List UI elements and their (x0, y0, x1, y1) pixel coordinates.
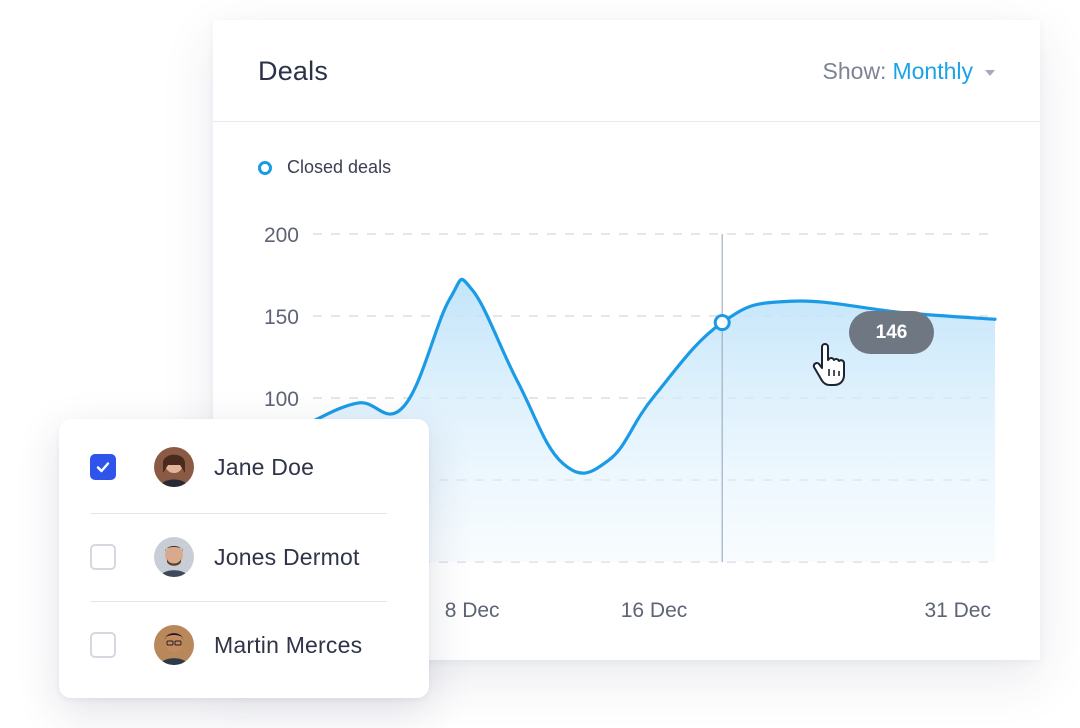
value-tooltip: 146 (849, 311, 934, 354)
avatar (154, 537, 194, 577)
avatar (154, 625, 194, 665)
legend-label: Closed deals (287, 157, 392, 177)
show-period-dropdown[interactable]: Show: Monthly (823, 58, 995, 85)
user-name: Martin Merces (214, 631, 363, 658)
user-row[interactable]: Jane Doe (90, 423, 387, 511)
hover-point[interactable] (713, 314, 731, 332)
x-tick-label: 8 Dec (445, 599, 500, 622)
deals-title: Deals (258, 56, 329, 86)
user-checkbox[interactable] (90, 632, 116, 658)
y-tick-label: 200 (264, 224, 299, 247)
legend-dot-icon (258, 160, 272, 175)
avatar (154, 447, 194, 487)
user-list-card: Jane Doe Jones Dermot (59, 419, 429, 698)
row-divider (90, 513, 387, 514)
deals-chart: 200 150 100 8 Dec 16 Dec 31 Dec (264, 224, 997, 622)
row-divider (90, 601, 387, 602)
chevron-down-icon (985, 70, 995, 76)
y-tick-label: 150 (264, 306, 299, 329)
user-checkbox[interactable] (90, 544, 116, 570)
show-value: Monthly (892, 58, 973, 84)
x-tick-label: 31 Dec (924, 599, 991, 622)
user-row[interactable]: Jones Dermot (90, 513, 387, 601)
checkmark-icon (96, 462, 110, 473)
user-name: Jane Doe (214, 453, 315, 480)
chart-legend: Closed deals (258, 157, 391, 178)
user-checkbox[interactable] (90, 454, 116, 480)
series-line (311, 277, 997, 475)
show-label: Show: (822, 58, 887, 84)
user-name: Jones Dermot (214, 543, 360, 570)
deals-header: Deals Show: Monthly (213, 20, 1040, 122)
x-tick-label: 16 Dec (621, 599, 688, 622)
hand-cursor-icon (812, 343, 845, 386)
user-row[interactable]: Martin Merces (90, 601, 387, 689)
y-tick-label: 100 (264, 388, 299, 411)
